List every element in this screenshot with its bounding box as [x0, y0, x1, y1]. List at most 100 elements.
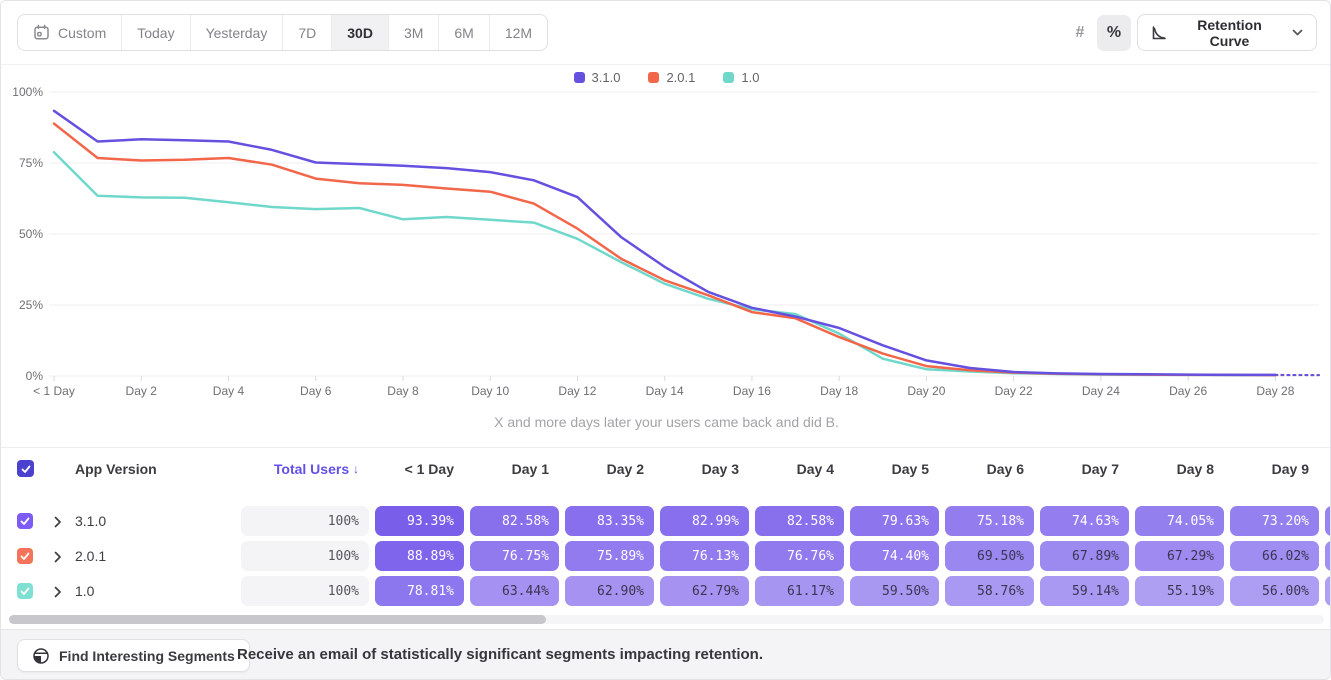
y-axis-tick-label: 100%	[12, 85, 43, 99]
day-column-header[interactable]: Day 6	[986, 460, 1024, 477]
retention-cell: 61.17%	[755, 576, 844, 606]
legend-swatch	[648, 71, 660, 83]
x-axis-tick-label: Day 24	[1082, 384, 1120, 398]
retention-cell: 74.40%	[850, 541, 939, 571]
range-label: 3M	[403, 24, 424, 41]
app-version-column-header[interactable]: App Version	[75, 460, 157, 477]
retention-cell: 82.58%	[470, 506, 559, 536]
day-column-header[interactable]: Day 7	[1081, 460, 1119, 477]
range-label: Today	[137, 24, 175, 41]
legend-item[interactable]: 2.0.1	[648, 70, 695, 85]
total-users-value: 100%	[241, 576, 369, 606]
x-axis-tick-label: Day 4	[213, 384, 245, 398]
row-checkbox[interactable]	[17, 583, 33, 599]
footer: Find Interesting Segments Receive an ema…	[1, 629, 1330, 679]
range-label: 7D	[298, 24, 317, 41]
chart-type-dropdown[interactable]: Retention Curve	[1137, 14, 1317, 51]
retention-cell: 88.89%	[375, 541, 464, 571]
retention-chart-plot: 0% 25% 50% 75% 100% < 1 Day Day 2 Day 4 Day 6 Day…	[12, 85, 1320, 398]
select-all-checkbox[interactable]	[17, 460, 34, 477]
retention-cell: 55.19%	[1135, 576, 1224, 606]
retention-cell: 67.89%	[1040, 541, 1129, 571]
find-interesting-segments-button[interactable]: Find Interesting Segments	[17, 639, 250, 672]
series-line-2-0-1	[52, 122, 1277, 377]
table-row: 1.0 100% 78.81% 63.44% 62.90% 62.79% 61.17% 59.…	[1, 576, 1330, 606]
range-6m[interactable]: 6M	[439, 15, 490, 50]
retention-cell: 62.79%	[660, 576, 749, 606]
legend-item[interactable]: 3.1.0	[573, 69, 621, 85]
toolbar: Custom Today Yesterday 7D 30D 3M 6M 12M #% Rete…	[1, 1, 1330, 65]
retention-cell-clipped	[1325, 506, 1330, 536]
range-yesterday[interactable]: Yesterday	[191, 15, 284, 50]
app-version-value: 2.0.1	[75, 548, 107, 564]
retention-cell: 78.81%	[375, 576, 464, 606]
legend-label: 2.0.1	[666, 69, 696, 85]
x-axis-tick-label: Day 26	[1169, 384, 1207, 398]
day-column-header[interactable]: Day 8	[1176, 460, 1214, 477]
x-axis-tick-label: Day 20	[907, 384, 945, 398]
total-users-column-header[interactable]: Total Users ↓	[273, 460, 359, 477]
chevron-down-icon	[1292, 29, 1303, 36]
retention-cell-clipped	[1325, 541, 1330, 571]
retention-cell: 69.50%	[945, 541, 1034, 571]
retention-table: App Version Total Users ↓ < 1 Day Day 1 Da…	[1, 441, 1330, 629]
x-axis-tick-label: Day 10	[471, 384, 509, 398]
x-axis-tick-label: Day 16	[733, 384, 771, 398]
calendar-icon	[33, 24, 50, 41]
range-7d[interactable]: 7D	[283, 15, 333, 50]
total-users-value: 100%	[241, 506, 369, 536]
retention-cell: 56.00%	[1230, 576, 1319, 606]
unit-percent-toggle[interactable]: %	[1097, 15, 1131, 51]
expand-row-chevron-icon[interactable]	[54, 585, 62, 603]
day-column-header[interactable]: Day 2	[606, 460, 644, 477]
retention-cell: 82.58%	[755, 506, 844, 536]
unit-count-toggle[interactable]: #	[1075, 24, 1085, 41]
day-column-header[interactable]: Day 5	[891, 460, 929, 477]
find-segments-label: Find Interesting Segments	[59, 647, 235, 664]
legend-label: 3.1.0	[591, 69, 621, 85]
retention-cell: 74.05%	[1135, 506, 1224, 536]
day-column-header[interactable]: Day 4	[796, 460, 834, 477]
row-checkbox[interactable]	[17, 513, 33, 529]
range-12m[interactable]: 12M	[490, 15, 547, 50]
range-30d[interactable]: 30D	[332, 15, 389, 50]
horizontal-scrollbar-track[interactable]	[9, 615, 1324, 624]
x-axis-tick-label: Day 14	[646, 384, 684, 398]
y-axis-tick-label: 25%	[19, 298, 43, 312]
expand-row-chevron-icon[interactable]	[54, 550, 62, 568]
range-3m[interactable]: 3M	[389, 15, 440, 50]
retention-cell: 59.50%	[850, 576, 939, 606]
day-column-header[interactable]: < 1 Day	[404, 460, 454, 477]
x-axis-tick-label: Day 12	[558, 384, 596, 398]
range-today[interactable]: Today	[122, 15, 191, 50]
range-label: 30D	[347, 24, 373, 41]
legend-item[interactable]: 1.0	[723, 70, 759, 85]
total-users-value: 100%	[241, 541, 369, 571]
retention-cell-clipped	[1325, 576, 1330, 606]
retention-cell: 76.76%	[755, 541, 844, 571]
retention-cell: 59.14%	[1040, 576, 1129, 606]
retention-cell: 62.90%	[565, 576, 654, 606]
legend-swatch	[723, 71, 735, 83]
expand-row-chevron-icon[interactable]	[54, 515, 62, 533]
day-column-header[interactable]: Day 1	[511, 460, 549, 477]
range-label: 6M	[454, 24, 474, 41]
chart-type-label: Retention Curve	[1197, 16, 1262, 49]
chart-legend: 3.1.0 2.0.1 1.0	[1, 67, 1330, 87]
day-column-header[interactable]: Day 9	[1271, 460, 1309, 477]
retention-cell: 67.29%	[1135, 541, 1224, 571]
range-label: Yesterday	[205, 24, 268, 41]
table-header: App Version Total Users ↓ < 1 Day Day 1 Da…	[1, 447, 1330, 488]
horizontal-scrollbar-thumb[interactable]	[9, 615, 546, 624]
day-column-header[interactable]: Day 3	[701, 460, 739, 477]
y-axis-tick-label: 75%	[19, 156, 43, 170]
row-checkbox[interactable]	[17, 548, 33, 564]
footer-message: Receive an email of statistically signif…	[237, 646, 763, 663]
retention-cell: 76.13%	[660, 541, 749, 571]
retention-cell: 73.20%	[1230, 506, 1319, 536]
range-label: 12M	[504, 24, 533, 41]
retention-curve-icon	[1151, 25, 1167, 41]
range-custom[interactable]: Custom	[18, 15, 123, 50]
retention-cell: 93.39%	[375, 506, 464, 536]
segments-insight-icon	[32, 647, 50, 665]
